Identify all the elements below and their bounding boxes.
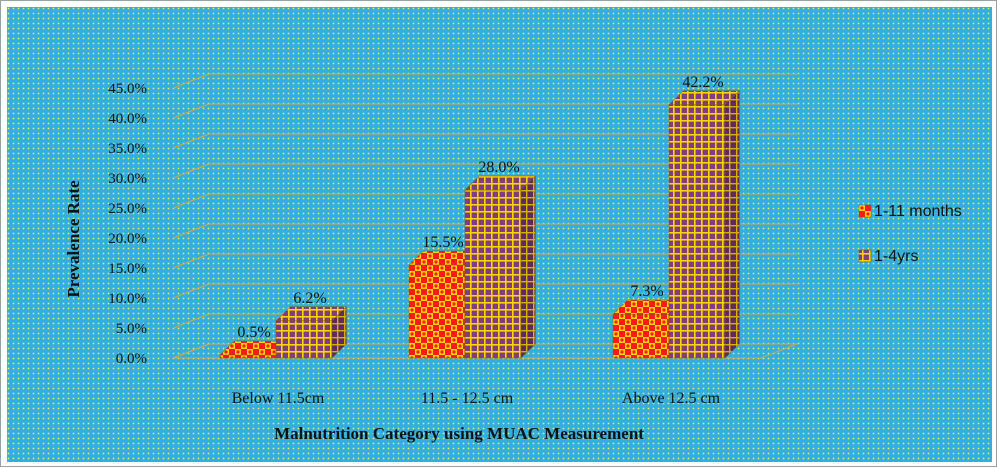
data-label: 6.2%: [293, 290, 326, 307]
y-tick-label: 0.0%: [116, 351, 147, 367]
y-tick-label: 25.0%: [108, 201, 147, 217]
gridline-left-1: [172, 313, 210, 329]
bar-front: [408, 264, 466, 359]
gridline-left-9: [172, 73, 210, 89]
data-label: 7.3%: [630, 283, 663, 300]
x-category-label: Below 11.5cm: [232, 390, 325, 407]
gridline-left-3: [172, 253, 210, 269]
legend-swatch-0: [858, 204, 872, 218]
x-axis-title: Malnutrition Category using MUAC Measure…: [274, 424, 644, 443]
data-label: 15.5%: [422, 234, 463, 251]
gridline-left-4: [172, 223, 210, 239]
bar-side: [331, 306, 347, 359]
data-label: 42.2%: [682, 74, 723, 91]
legend-swatch-1: [858, 249, 872, 263]
plot-floor: [172, 343, 798, 359]
y-tick-label: 40.0%: [108, 111, 147, 127]
y-tick-label: 30.0%: [108, 171, 147, 187]
bar-years-0: [275, 306, 348, 359]
data-label: 28.0%: [478, 159, 519, 176]
y-axis-title: Prevalence Rate: [64, 180, 83, 298]
bar-front: [612, 313, 670, 359]
y-tick-label: 10.0%: [108, 291, 147, 307]
gridline-left-6: [172, 163, 210, 179]
bar-front: [464, 189, 522, 359]
y-axis-ticks: 0.0% 5.0% 10.0% 15.0% 20.0% 25.0% 30.0% 35.0% 40…: [108, 81, 147, 367]
bar-years-2: [668, 90, 741, 359]
gridline-left-5: [172, 193, 210, 209]
gridline-left-2: [172, 283, 210, 299]
y-tick-label: 35.0%: [108, 141, 147, 157]
bar-side: [520, 175, 536, 359]
legend-label-1: 1-4yrs: [874, 248, 918, 265]
bar-front: [219, 354, 277, 359]
legend: 1-11 months 1-4yrs: [858, 203, 962, 265]
y-tick-label: 45.0%: [108, 81, 147, 97]
data-label: 0.5%: [237, 324, 270, 341]
bar-front: [668, 104, 726, 359]
y-tick-label: 15.0%: [108, 261, 147, 277]
gridline-left-8: [172, 103, 210, 119]
bar-front: [275, 320, 333, 359]
data-labels: 0.5% 6.2% 15.5% 28.0% 7.3% 42.2%: [237, 74, 723, 341]
bar-side: [724, 90, 740, 359]
bar-years-1: [464, 175, 537, 359]
y-tick-label: 5.0%: [116, 321, 147, 337]
bars: [219, 90, 741, 359]
y-tick-label: 20.0%: [108, 231, 147, 247]
x-category-label: 11.5 - 12.5 cm: [421, 390, 514, 407]
legend-label-0: 1-11 months: [874, 203, 962, 220]
x-category-label: Above 12.5 cm: [622, 390, 721, 407]
gridline-left-7: [172, 133, 210, 149]
x-axis-categories: Below 11.5cm 11.5 - 12.5 cm Above 12.5 cm: [232, 390, 721, 407]
